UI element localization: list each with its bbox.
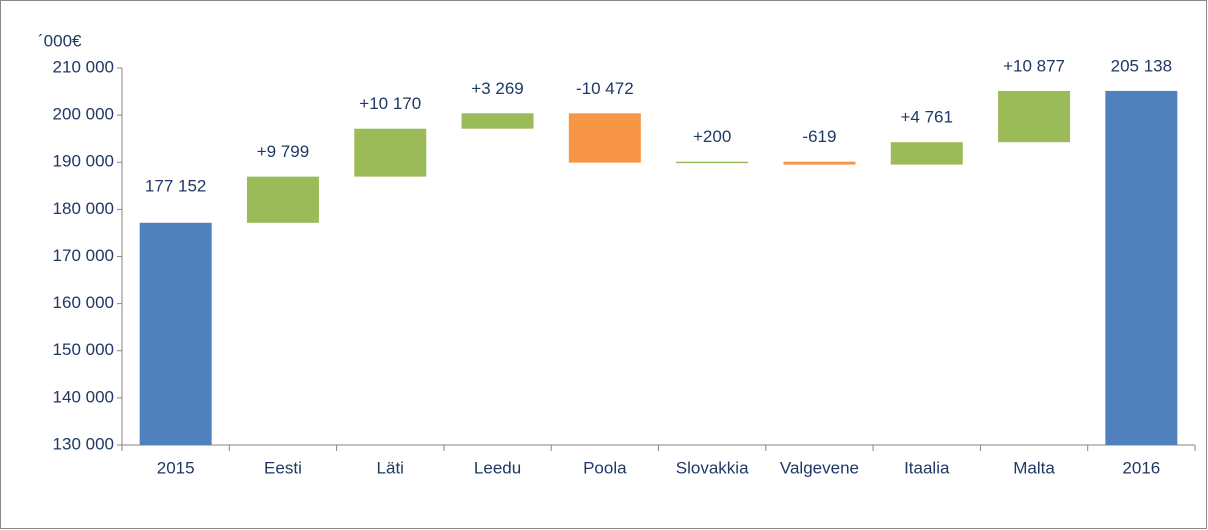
y-tick-label: 140 000: [53, 387, 114, 406]
x-tick-label: Eesti: [264, 458, 302, 477]
data-label: +200: [693, 127, 731, 146]
bar: [676, 161, 749, 164]
x-tick-label: Leedu: [474, 458, 521, 477]
x-tick-label: 2016: [1122, 458, 1160, 477]
bar: [139, 222, 212, 445]
x-tick-label: Malta: [1013, 458, 1055, 477]
data-label: 177 152: [145, 176, 206, 195]
data-label: +3 269: [471, 79, 523, 98]
y-tick-label: 150 000: [53, 340, 114, 359]
y-tick-label: 160 000: [53, 293, 114, 312]
bar: [1105, 90, 1178, 446]
data-label: -10 472: [576, 79, 634, 98]
y-tick-label: 130 000: [53, 434, 114, 453]
y-tick-label: 210 000: [53, 57, 114, 76]
y-tick-label: 170 000: [53, 246, 114, 265]
x-tick-label: Valgevene: [780, 458, 859, 477]
y-tick-label: 190 000: [53, 152, 114, 171]
y-axis-label: ´000€: [38, 31, 82, 50]
data-label: 205 138: [1111, 56, 1172, 75]
x-tick-label: 2015: [157, 458, 195, 477]
x-tick-label: Itaalia: [904, 458, 950, 477]
bar: [783, 161, 856, 165]
bar: [890, 142, 963, 165]
data-label: +10 170: [359, 94, 421, 113]
data-label: +4 761: [901, 108, 953, 127]
data-label: +10 877: [1003, 56, 1065, 75]
x-tick-label: Poola: [583, 458, 627, 477]
y-tick-label: 180 000: [53, 199, 114, 218]
x-tick-label: Läti: [377, 458, 404, 477]
bar: [998, 90, 1071, 143]
bar: [461, 113, 534, 129]
y-tick-label: 200 000: [53, 105, 114, 124]
data-label: +9 799: [257, 142, 309, 161]
x-tick-label: Slovakkia: [676, 458, 749, 477]
bar: [246, 176, 319, 223]
data-label: -619: [802, 127, 836, 146]
bar: [568, 113, 641, 163]
bar: [354, 128, 427, 177]
